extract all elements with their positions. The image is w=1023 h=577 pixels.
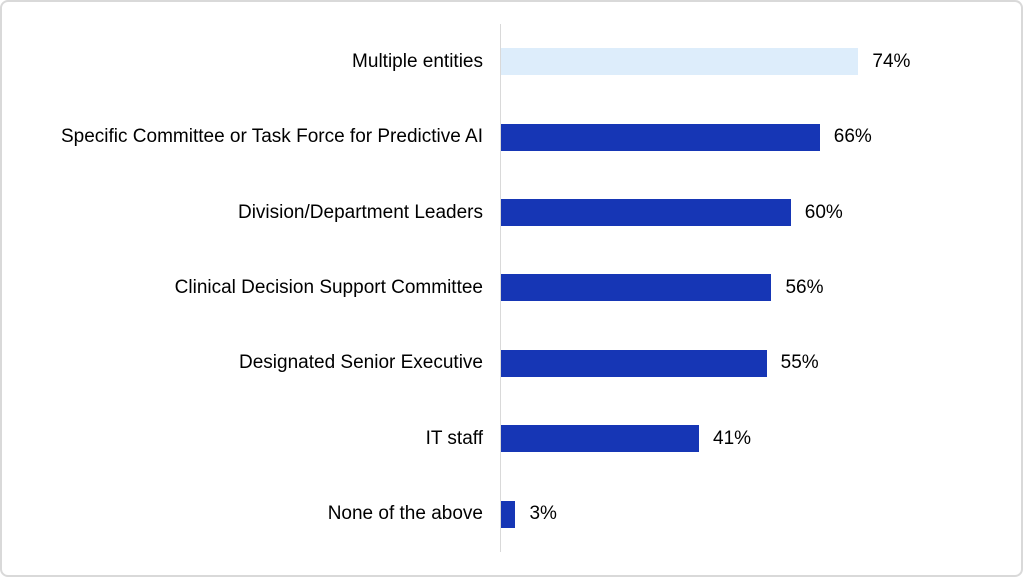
chart-row: Multiple entities 74% [2,24,1021,100]
chart-row: None of the above 3% [2,476,1021,552]
bar [501,199,791,227]
plot-area: 41% [500,401,1021,477]
value-label: 3% [529,503,557,525]
category-label: Specific Committee or Task Force for Pre… [60,126,483,148]
bar [501,123,820,151]
plot-area: 55% [500,325,1021,402]
category-label: Division/Department Leaders [237,201,483,223]
bar [501,349,767,377]
category-label: Clinical Decision Support Committee [174,277,483,299]
plot-area: 60% [500,174,1021,251]
value-label: 74% [872,50,911,72]
value-label: 60% [804,201,843,223]
bar-chart: Multiple entities 74% Specific Committee o… [2,24,1021,552]
chart-row: Clinical Decision Support Committee 56% [2,250,1021,326]
plot-area: 66% [500,99,1021,175]
bar [501,48,859,76]
category-label: Multiple entities [352,50,483,72]
category-label: Designated Senior Executive [239,352,483,374]
chart-row: Designated Senior Executive 55% [2,325,1021,402]
value-label: 41% [713,427,752,449]
bar [501,274,772,302]
plot-area: 3% [500,476,1021,552]
category-label: None of the above [327,503,483,525]
chart-row: Specific Committee or Task Force for Pre… [2,99,1021,175]
value-label: 55% [780,352,819,374]
value-label: 56% [785,276,824,298]
bar [501,500,516,528]
plot-area: 56% [500,250,1021,326]
value-label: 66% [833,126,872,148]
plot-area: 74% [500,24,1021,100]
category-label: IT staff [425,427,483,449]
chart-row: Division/Department Leaders 60% [2,174,1021,251]
chart-row: IT staff 41% [2,401,1021,477]
bar [501,425,700,453]
